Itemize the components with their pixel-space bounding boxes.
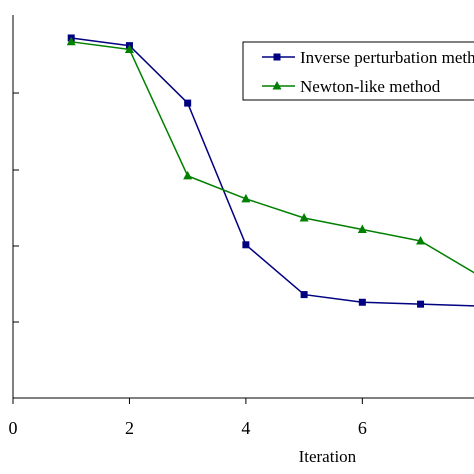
x-tick-label: 6 bbox=[358, 418, 367, 438]
x-tick-label: 4 bbox=[241, 418, 250, 438]
data-point-square bbox=[184, 99, 192, 107]
data-point-triangle bbox=[124, 44, 134, 53]
data-point-triangle bbox=[299, 212, 309, 222]
plot-lines bbox=[66, 34, 474, 308]
x-tick-label: 2 bbox=[125, 418, 134, 438]
data-point-square bbox=[417, 300, 425, 308]
data-point-triangle bbox=[416, 235, 426, 245]
x-tick-label: 0 bbox=[9, 418, 18, 438]
legend-label: Inverse perturbation method bbox=[300, 48, 474, 67]
legend-label: Newton-like method bbox=[300, 77, 441, 96]
data-point-triangle bbox=[66, 36, 76, 46]
data-point-triangle bbox=[183, 170, 193, 180]
axes: 02468Iteration bbox=[9, 15, 474, 466]
data-point-square bbox=[273, 53, 281, 61]
data-point-square bbox=[358, 298, 366, 306]
data-point-square bbox=[300, 291, 308, 299]
data-point-triangle bbox=[241, 193, 251, 203]
data-point-triangle bbox=[357, 224, 367, 233]
series-line bbox=[71, 37, 474, 307]
series-newton-like bbox=[66, 36, 474, 274]
data-point-square bbox=[242, 241, 250, 249]
legend: Inverse perturbation method Newton-like m… bbox=[242, 41, 474, 101]
x-axis-title: Iteration bbox=[299, 447, 357, 466]
data-point-triangle bbox=[272, 81, 282, 90]
legend-box bbox=[242, 41, 474, 101]
